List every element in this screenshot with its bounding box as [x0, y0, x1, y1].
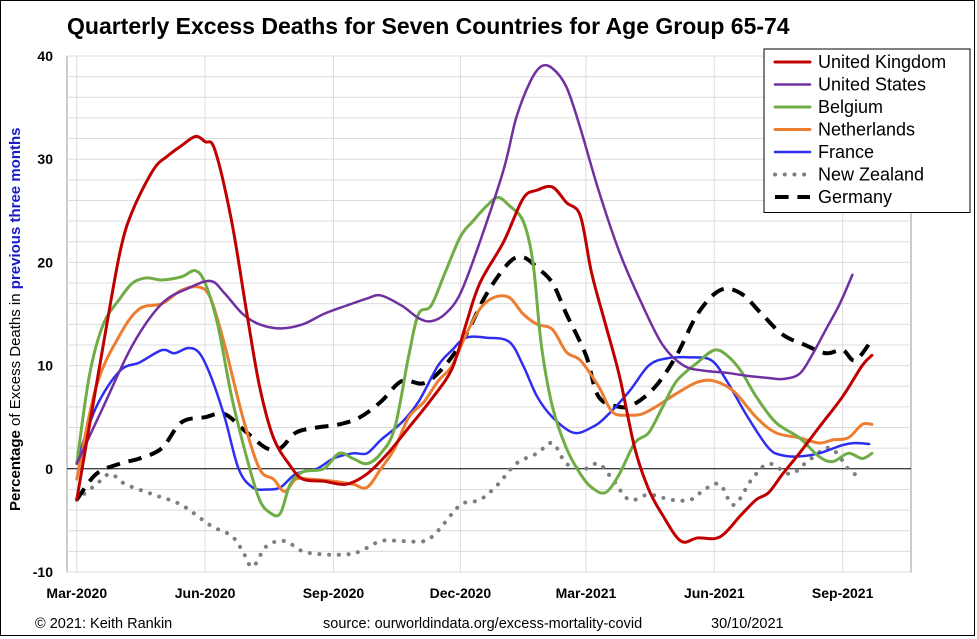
x-tick-label: Dec-2020 — [430, 585, 492, 601]
chart-title: Quarterly Excess Deaths for Seven Countr… — [67, 13, 790, 39]
y-tick-label: 40 — [37, 48, 53, 64]
legend-label-netherlands: Netherlands — [818, 120, 915, 140]
footer-source: source: ourworldindata.org/excess-mortal… — [323, 616, 642, 632]
y-tick-label: 0 — [45, 461, 53, 477]
y-tick-label: 30 — [37, 151, 53, 167]
series-layer — [74, 63, 874, 569]
y-tick-label: 20 — [37, 254, 53, 270]
series-line-netherlands — [75, 285, 874, 493]
series-line-belgium — [75, 195, 874, 518]
footer-copyright: © 2021: Keith Rankin — [35, 616, 172, 632]
legend-label-germany: Germany — [818, 187, 892, 207]
x-tick-label: Mar-2020 — [46, 585, 107, 601]
y-axis-label-accent: previous three months — [7, 128, 24, 290]
legend-label-united-kingdom: United Kingdom — [818, 52, 946, 72]
x-tick-label: Mar-2021 — [556, 585, 617, 601]
x-tick-label: Sep-2020 — [303, 585, 365, 601]
legend-label-new-zealand: New Zealand — [818, 165, 924, 185]
x-tick-label: Jun-2020 — [175, 585, 236, 601]
series-line-germany — [75, 254, 874, 501]
y-axis-label-middle: of Excess Deaths in — [7, 289, 24, 430]
legend-label-united-states: United States — [818, 75, 926, 95]
x-tick-label: Sep-2021 — [812, 585, 874, 601]
y-axis-label: Percentage of Excess Deaths in previous … — [7, 128, 24, 511]
legend-box — [763, 48, 971, 213]
x-tick-labels: Mar-2020 Jun-2020 Sep-2020 Dec-2020 Mar-2021… — [46, 585, 873, 601]
series-line-united-kingdom — [75, 134, 874, 544]
series-line-new-zealand — [74, 440, 865, 569]
y-tick-label: -10 — [33, 564, 53, 580]
y-tick-label: 10 — [37, 358, 53, 374]
legend-label-france: France — [818, 142, 874, 162]
footer-date: 30/10/2021 — [711, 616, 784, 632]
x-tick-label: Jun-2021 — [684, 585, 745, 601]
y-tick-labels: -10 0 10 20 30 40 — [33, 48, 53, 580]
legend-label-belgium: Belgium — [818, 97, 883, 117]
y-axis-label-prefix: Percentage — [7, 430, 24, 511]
series-line-united-states — [75, 63, 854, 465]
